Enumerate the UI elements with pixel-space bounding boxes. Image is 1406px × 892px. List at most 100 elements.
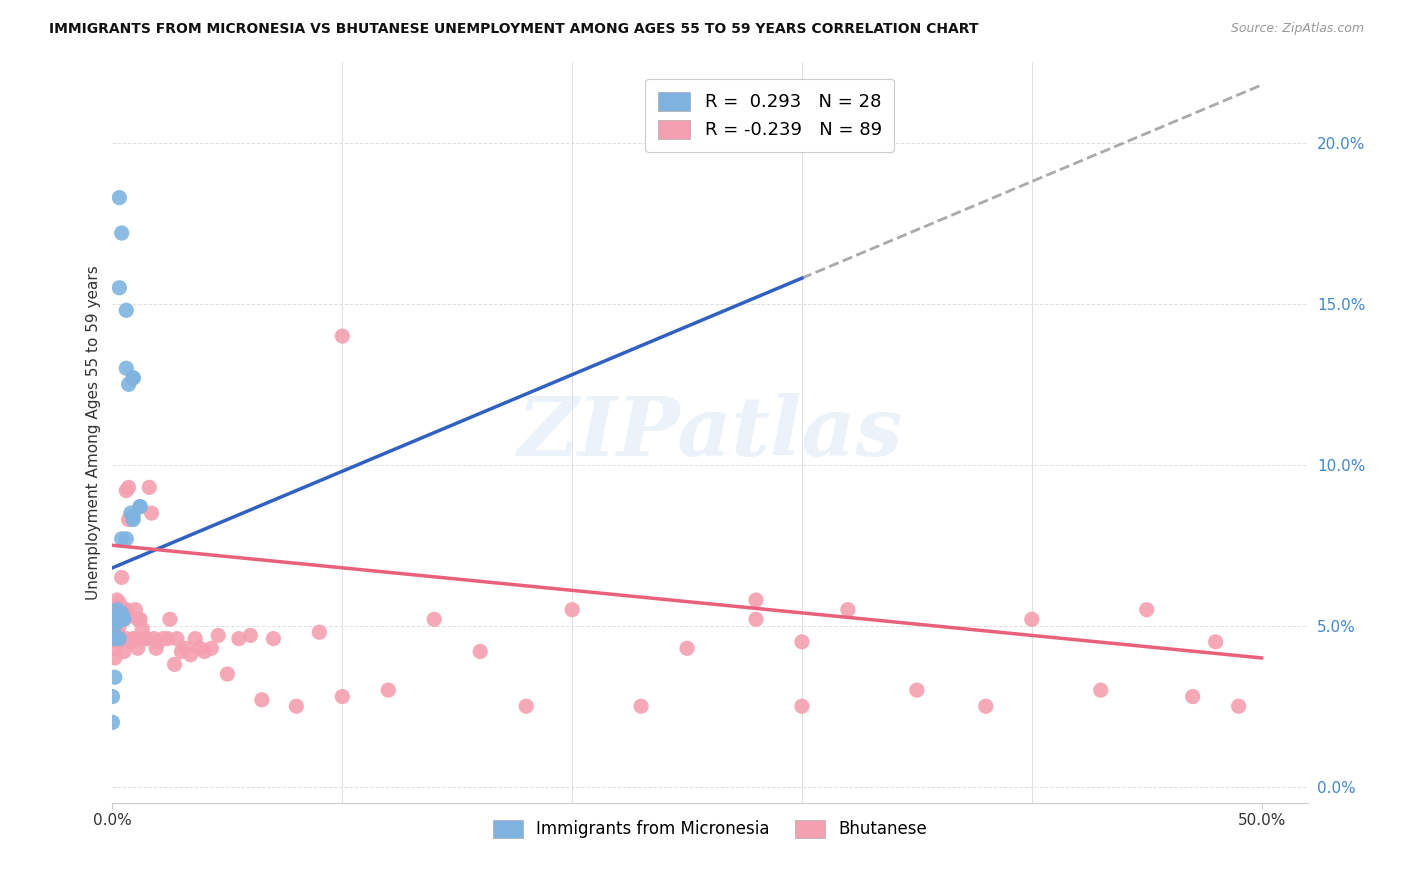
Point <box>127 612 149 626</box>
Point <box>122 371 145 385</box>
Point <box>676 641 699 656</box>
Point <box>117 377 139 392</box>
Point <box>120 506 142 520</box>
Point <box>111 570 134 584</box>
Point <box>104 625 127 640</box>
Point <box>170 644 193 658</box>
Point <box>193 644 215 658</box>
Point <box>250 693 273 707</box>
Point <box>108 609 131 624</box>
Point <box>630 699 652 714</box>
Point <box>142 632 165 646</box>
Point <box>117 480 139 494</box>
Point <box>156 632 179 646</box>
Point <box>108 619 131 633</box>
Point <box>184 632 207 646</box>
Point <box>111 606 134 620</box>
Point <box>105 602 128 616</box>
Point <box>515 699 537 714</box>
Point <box>285 699 308 714</box>
Point <box>131 622 153 636</box>
Text: ZIPatlas: ZIPatlas <box>517 392 903 473</box>
Point <box>561 602 583 616</box>
Point <box>330 329 353 343</box>
Point <box>104 641 127 656</box>
Point <box>127 641 149 656</box>
Point <box>308 625 330 640</box>
Point <box>129 612 152 626</box>
Point <box>108 596 131 610</box>
Y-axis label: Unemployment Among Ages 55 to 59 years: Unemployment Among Ages 55 to 59 years <box>86 265 101 600</box>
Point <box>104 606 127 620</box>
Point <box>108 632 131 646</box>
Point <box>111 532 134 546</box>
Point <box>105 635 128 649</box>
Point <box>108 191 131 205</box>
Text: Source: ZipAtlas.com: Source: ZipAtlas.com <box>1230 22 1364 36</box>
Point <box>108 632 131 646</box>
Point <box>1021 612 1043 626</box>
Point <box>124 632 146 646</box>
Point <box>108 612 131 626</box>
Point <box>790 635 813 649</box>
Point <box>112 602 135 616</box>
Point <box>217 667 239 681</box>
Point <box>745 612 768 626</box>
Point <box>262 632 284 646</box>
Text: IMMIGRANTS FROM MICRONESIA VS BHUTANESE UNEMPLOYMENT AMONG AGES 55 TO 59 YEARS C: IMMIGRANTS FROM MICRONESIA VS BHUTANESE … <box>49 22 979 37</box>
Point <box>134 632 156 646</box>
Point <box>145 641 167 656</box>
Point <box>105 625 128 640</box>
Point <box>837 602 859 616</box>
Point <box>115 303 138 318</box>
Point <box>120 635 142 649</box>
Point <box>104 615 127 630</box>
Point <box>104 619 127 633</box>
Point <box>115 602 138 616</box>
Point <box>330 690 353 704</box>
Point <box>101 715 124 730</box>
Point <box>1136 602 1159 616</box>
Point <box>104 632 127 646</box>
Point <box>115 532 138 546</box>
Point <box>122 371 145 385</box>
Point <box>163 657 186 672</box>
Point <box>148 635 170 649</box>
Point <box>228 632 250 646</box>
Point <box>470 644 492 658</box>
Point <box>905 683 928 698</box>
Point <box>105 612 128 626</box>
Point <box>104 612 127 626</box>
Point <box>122 509 145 524</box>
Point <box>105 593 128 607</box>
Legend: Immigrants from Micronesia, Bhutanese: Immigrants from Micronesia, Bhutanese <box>481 808 939 850</box>
Point <box>105 609 128 624</box>
Point <box>1181 690 1204 704</box>
Point <box>159 612 181 626</box>
Point <box>136 632 159 646</box>
Point <box>174 641 197 656</box>
Point <box>423 612 446 626</box>
Point <box>974 699 997 714</box>
Point <box>180 648 202 662</box>
Point <box>790 699 813 714</box>
Point <box>188 641 211 656</box>
Point <box>239 628 262 642</box>
Point <box>1090 683 1112 698</box>
Point <box>112 612 135 626</box>
Point <box>108 281 131 295</box>
Point <box>117 512 139 526</box>
Point <box>111 609 134 624</box>
Point <box>377 683 399 698</box>
Point <box>111 226 134 240</box>
Point <box>115 483 138 498</box>
Point <box>104 612 127 626</box>
Point <box>141 506 163 520</box>
Point <box>200 641 222 656</box>
Point <box>111 609 134 624</box>
Point <box>207 628 229 642</box>
Point <box>124 602 146 616</box>
Point <box>101 690 124 704</box>
Point <box>1227 699 1250 714</box>
Point <box>104 632 127 646</box>
